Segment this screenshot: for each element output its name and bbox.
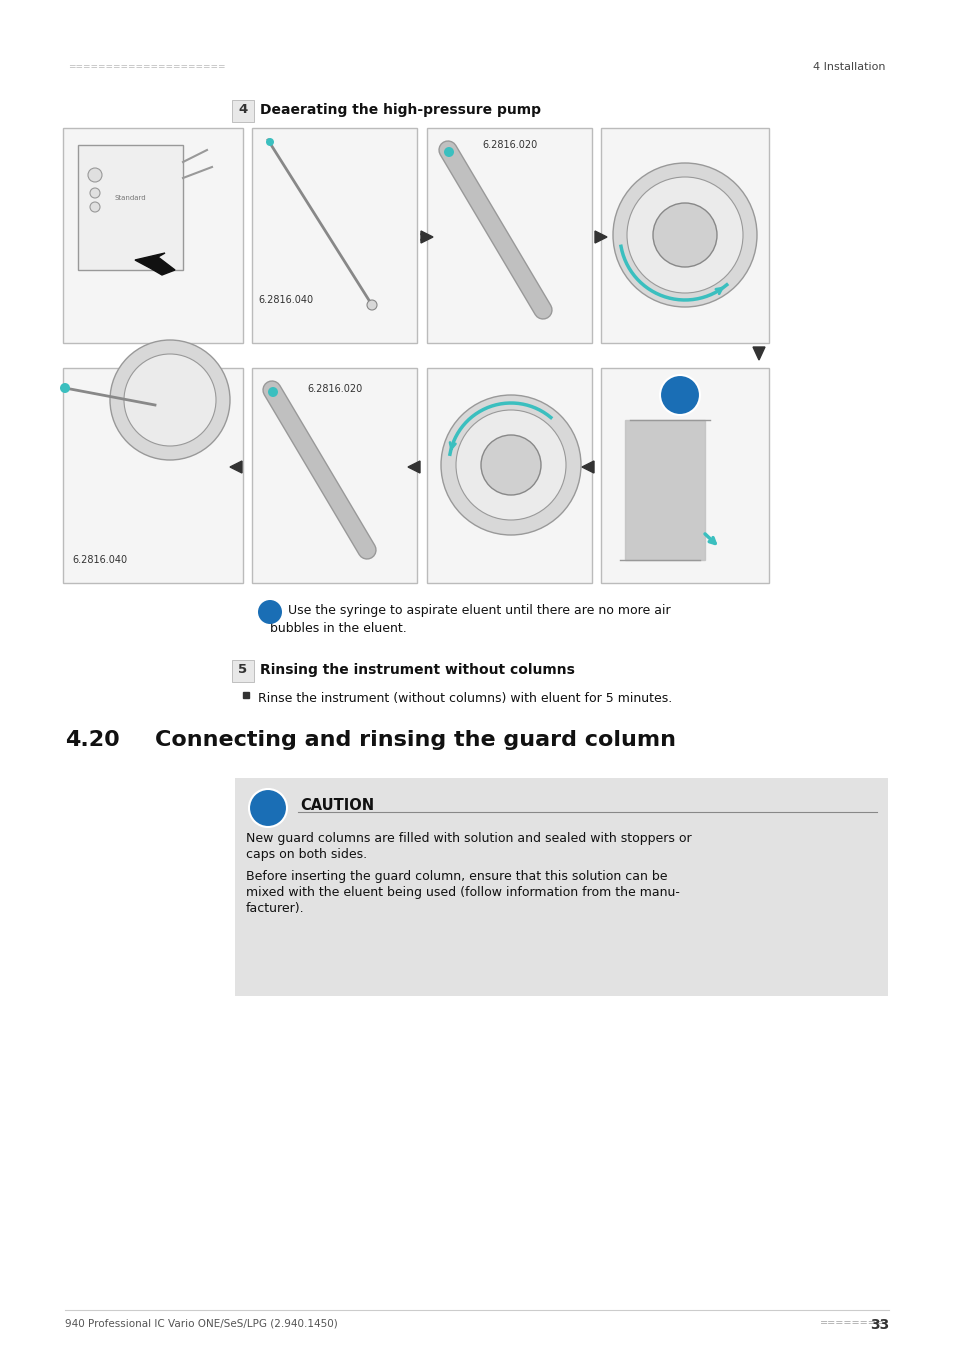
Text: facturer).: facturer).	[246, 902, 304, 915]
Circle shape	[124, 354, 215, 446]
Bar	[427, 369, 592, 583]
Circle shape	[626, 177, 742, 293]
Polygon shape	[408, 460, 419, 472]
Circle shape	[659, 375, 700, 414]
Circle shape	[613, 163, 757, 306]
Text: 33: 33	[869, 1318, 888, 1332]
Circle shape	[443, 147, 454, 157]
Bar	[63, 128, 243, 343]
Circle shape	[456, 410, 565, 520]
Circle shape	[249, 788, 287, 828]
Text: Before inserting the guard column, ensure that this solution can be: Before inserting the guard column, ensur…	[246, 869, 667, 883]
Text: 4 Installation: 4 Installation	[813, 62, 885, 72]
Polygon shape	[420, 231, 433, 243]
Text: Rinsing the instrument without columns: Rinsing the instrument without columns	[260, 663, 575, 676]
Text: 4: 4	[238, 103, 248, 116]
Circle shape	[268, 387, 277, 397]
Text: Deaerating the high-pressure pump: Deaerating the high-pressure pump	[260, 103, 540, 117]
Text: bubbles in the eluent.: bubbles in the eluent.	[270, 622, 406, 634]
Text: 6.2816.020: 6.2816.020	[482, 140, 537, 150]
Text: Use the syringe to aspirate eluent until there are no more air: Use the syringe to aspirate eluent until…	[288, 603, 670, 617]
Polygon shape	[752, 347, 764, 360]
Bar	[252, 369, 416, 583]
Bar	[252, 128, 416, 343]
Circle shape	[90, 188, 100, 198]
Text: mixed with the eluent being used (follow information from the manu-: mixed with the eluent being used (follow…	[246, 886, 679, 899]
Text: 940 Professional IC Vario ONE/SeS/LPG (2.940.1450): 940 Professional IC Vario ONE/SeS/LPG (2…	[65, 1318, 337, 1328]
Bar	[427, 128, 592, 343]
Text: 6.2816.020: 6.2816.020	[307, 383, 362, 394]
Bar	[234, 778, 887, 996]
Text: =====================: =====================	[68, 62, 225, 72]
Circle shape	[110, 340, 230, 460]
Circle shape	[367, 300, 376, 310]
Text: Connecting and rinsing the guard column: Connecting and rinsing the guard column	[154, 730, 676, 751]
Circle shape	[440, 396, 580, 535]
Circle shape	[90, 202, 100, 212]
Text: 6.2816.040: 6.2816.040	[71, 555, 127, 566]
Bar	[78, 144, 183, 270]
Text: !: !	[674, 389, 684, 409]
Text: 6.2816.040: 6.2816.040	[257, 296, 313, 305]
Text: 4.20: 4.20	[65, 730, 120, 751]
Polygon shape	[624, 420, 704, 560]
Bar	[232, 660, 253, 682]
Text: ========: ========	[820, 1318, 884, 1328]
Text: !: !	[266, 606, 274, 621]
Text: Standard: Standard	[114, 194, 146, 201]
Circle shape	[88, 167, 102, 182]
Circle shape	[266, 138, 274, 146]
Circle shape	[257, 599, 282, 624]
Polygon shape	[581, 460, 594, 472]
Bar	[600, 128, 768, 343]
Polygon shape	[230, 460, 242, 472]
Bar	[63, 369, 243, 583]
Circle shape	[652, 202, 717, 267]
Text: New guard columns are filled with solution and sealed with stoppers or: New guard columns are filled with soluti…	[246, 832, 691, 845]
Text: caps on both sides.: caps on both sides.	[246, 848, 367, 861]
Text: Rinse the instrument (without columns) with eluent for 5 minutes.: Rinse the instrument (without columns) w…	[257, 693, 672, 705]
Circle shape	[60, 383, 70, 393]
Bar	[232, 100, 253, 122]
Polygon shape	[135, 252, 174, 275]
Text: 5: 5	[238, 663, 247, 676]
Bar	[600, 369, 768, 583]
Text: CAUTION: CAUTION	[299, 798, 374, 813]
Polygon shape	[595, 231, 606, 243]
Circle shape	[480, 435, 540, 495]
Text: !: !	[263, 801, 273, 821]
